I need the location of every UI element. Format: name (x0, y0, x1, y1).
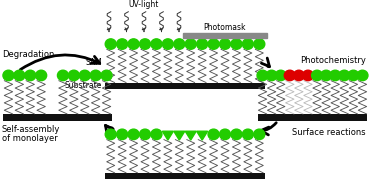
Circle shape (151, 39, 162, 49)
Circle shape (348, 70, 359, 81)
Circle shape (357, 70, 368, 81)
Circle shape (68, 70, 79, 81)
Circle shape (330, 70, 341, 81)
Circle shape (242, 39, 253, 49)
Circle shape (196, 39, 208, 49)
Circle shape (139, 129, 151, 140)
Circle shape (254, 39, 265, 49)
Circle shape (105, 129, 116, 140)
Circle shape (79, 70, 90, 81)
Text: Surface reactions: Surface reactions (292, 128, 366, 137)
Text: SAM: SAM (85, 58, 102, 67)
Circle shape (185, 39, 196, 49)
Circle shape (128, 39, 139, 49)
Bar (105, 83, 265, 89)
Polygon shape (174, 131, 185, 140)
Circle shape (275, 70, 286, 81)
Text: of monolayer: of monolayer (2, 134, 58, 143)
Bar (3, 114, 112, 121)
Circle shape (231, 129, 242, 140)
Circle shape (231, 39, 242, 49)
Circle shape (90, 70, 101, 81)
Circle shape (14, 70, 25, 81)
Circle shape (257, 70, 268, 81)
Circle shape (219, 129, 231, 140)
Bar (105, 173, 265, 180)
Circle shape (101, 70, 112, 81)
Circle shape (293, 70, 305, 81)
Text: Photochemistry: Photochemistry (300, 57, 366, 65)
Circle shape (128, 129, 139, 140)
Circle shape (266, 70, 277, 81)
Circle shape (254, 129, 265, 140)
Circle shape (302, 70, 313, 81)
Text: Substrate: Substrate (65, 81, 102, 90)
Bar (258, 114, 367, 121)
Polygon shape (162, 131, 174, 140)
Circle shape (242, 129, 253, 140)
Circle shape (339, 70, 350, 81)
Circle shape (208, 39, 219, 49)
Polygon shape (185, 131, 196, 140)
Circle shape (174, 39, 185, 49)
Circle shape (105, 39, 116, 49)
Circle shape (151, 129, 162, 140)
Polygon shape (196, 131, 208, 140)
Circle shape (57, 70, 68, 81)
Circle shape (117, 129, 128, 140)
Circle shape (36, 70, 47, 81)
Circle shape (284, 70, 295, 81)
Circle shape (208, 129, 219, 140)
Circle shape (219, 39, 231, 49)
Text: Degradation: Degradation (2, 50, 54, 59)
Text: UV-light: UV-light (129, 0, 159, 9)
Circle shape (312, 70, 323, 81)
Circle shape (321, 70, 332, 81)
Text: Photomask: Photomask (204, 23, 246, 32)
Circle shape (162, 39, 174, 49)
Circle shape (25, 70, 36, 81)
Circle shape (139, 39, 151, 49)
Text: Self-assembly: Self-assembly (2, 125, 60, 134)
Circle shape (117, 39, 128, 49)
Bar (183, 33, 267, 38)
Circle shape (3, 70, 14, 81)
